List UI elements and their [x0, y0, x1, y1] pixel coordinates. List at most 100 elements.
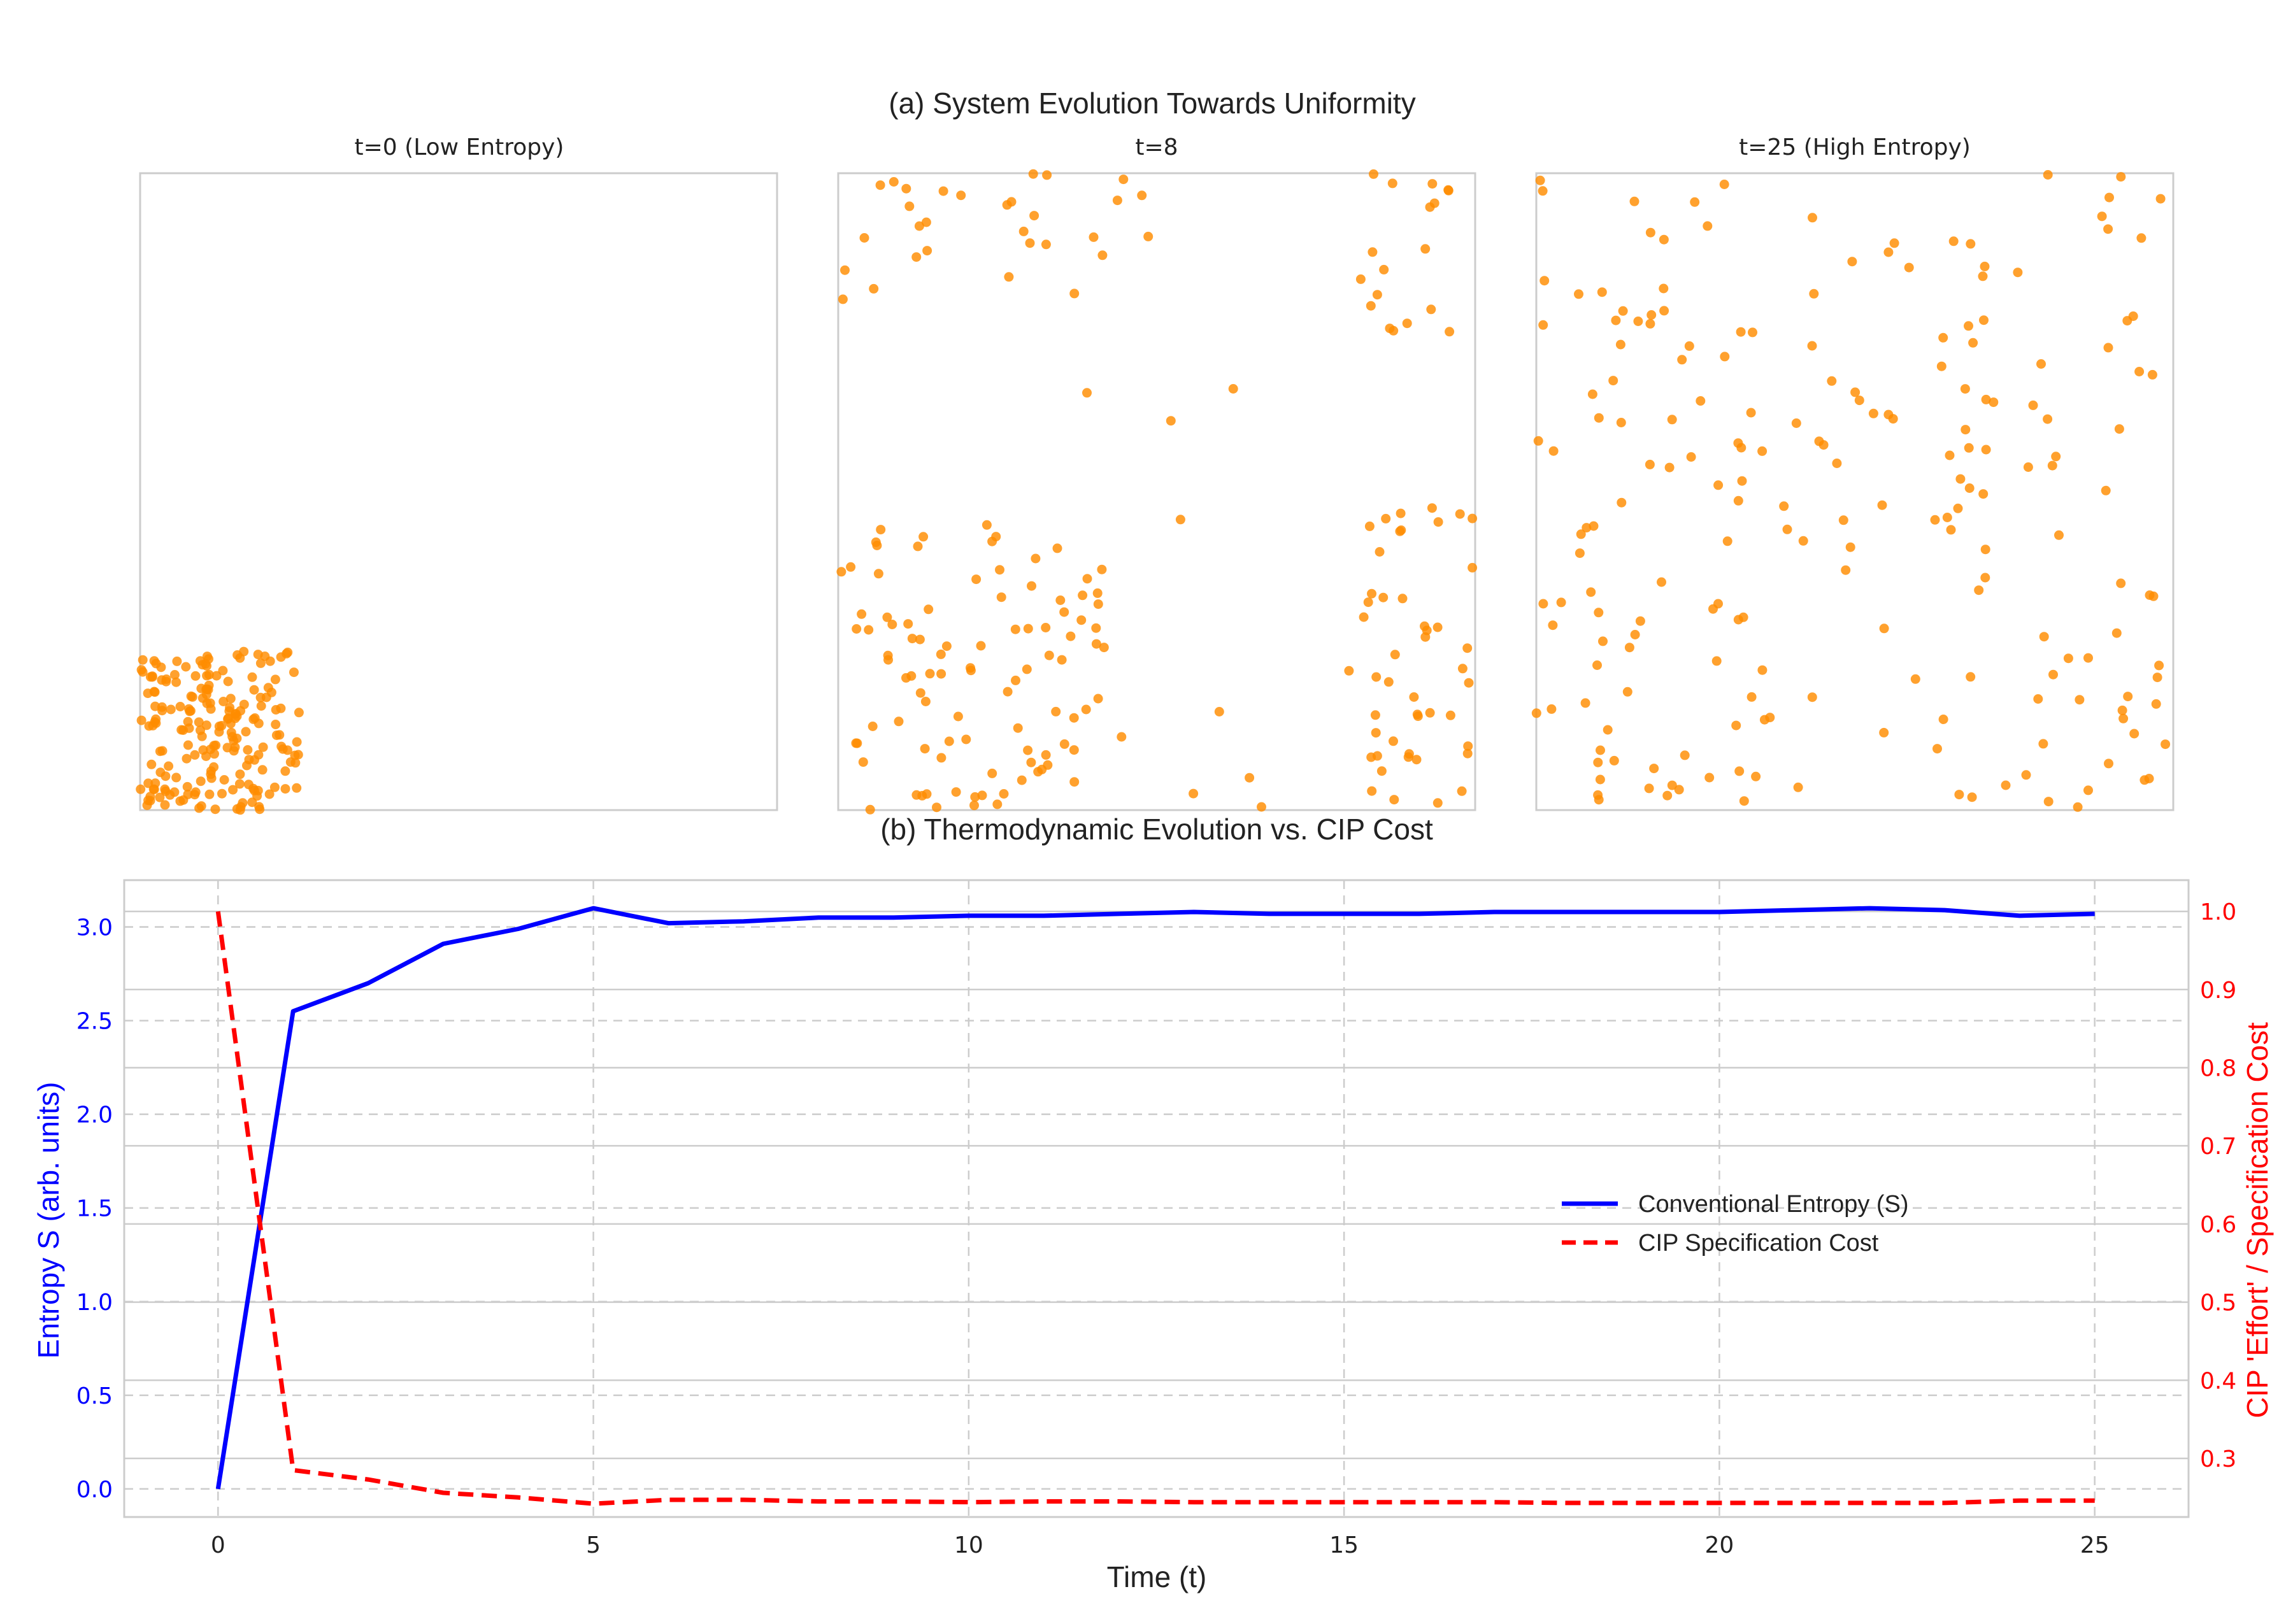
particle-point [254, 802, 264, 812]
particle-point [1586, 587, 1596, 597]
particle-point [1696, 396, 1706, 406]
particle-point [846, 562, 856, 572]
particle-point [868, 722, 878, 731]
particle-point [1609, 755, 1619, 766]
particle-point [1069, 745, 1079, 755]
particle-point [1366, 301, 1376, 311]
particle-point [1608, 376, 1618, 386]
particle-point [911, 252, 922, 262]
particle-point [1403, 752, 1413, 762]
particle-point [1978, 489, 1989, 499]
particle-point [1455, 509, 1465, 519]
particle-point [1214, 707, 1224, 716]
particle-point [857, 609, 867, 619]
particle-point [276, 703, 286, 713]
particle-point [1989, 397, 1999, 408]
x-tick-label: 0 [211, 1532, 225, 1558]
particle-point [1953, 503, 1963, 513]
particle-point [276, 741, 287, 751]
particle-point [977, 790, 987, 801]
particle-point [2097, 211, 2107, 222]
particle-point [176, 725, 187, 735]
particle-point [1662, 790, 1673, 801]
particle-point [2147, 369, 2157, 380]
particle-point [1093, 599, 1103, 609]
particle-point [235, 769, 245, 780]
plot-frame [123, 879, 2190, 1518]
particle-point [160, 784, 170, 794]
particle-point [241, 727, 251, 737]
particle-point [1402, 318, 1412, 329]
particle-point [2123, 692, 2133, 702]
particle-point [1538, 599, 1548, 609]
particle-point [214, 727, 224, 737]
particle-point [1719, 180, 1729, 189]
particle-point [1420, 621, 1429, 631]
particle-point [1409, 692, 1419, 702]
particle-point [1420, 632, 1431, 642]
particle-point [1966, 239, 1976, 249]
particle-point [915, 688, 925, 698]
particle-point [1457, 786, 1467, 796]
particle-point [1389, 736, 1398, 746]
particle-point [1737, 476, 1747, 486]
particle-point [1850, 387, 1861, 397]
particle-point [1827, 376, 1837, 386]
particle-point [2129, 729, 2139, 739]
particle-point [293, 750, 303, 760]
particle-point [907, 634, 917, 644]
particle-point [1097, 564, 1107, 574]
particle-point [1097, 250, 1108, 260]
particle-point [903, 619, 913, 629]
particle-point [1633, 317, 1643, 326]
particle-point [172, 656, 182, 666]
particle-point [2152, 673, 2162, 683]
particle-point [1793, 782, 1803, 792]
particle-point [1576, 529, 1586, 539]
particle-point [1747, 692, 1757, 702]
particle-point [196, 725, 205, 736]
particle-point [1574, 289, 1583, 299]
particle-point [1594, 795, 1604, 805]
particle-point [206, 773, 217, 783]
particle-point [1733, 438, 1743, 448]
particle-point [1059, 607, 1069, 617]
particle-point [1052, 543, 1062, 553]
particle-point [1069, 777, 1080, 787]
particle-point [1464, 678, 1474, 688]
x-tick-label: 25 [2080, 1532, 2110, 1558]
particle-point [1594, 608, 1604, 618]
particle-point [190, 750, 200, 760]
particle-point [292, 783, 302, 793]
y-left-tick-label: 2.5 [76, 1009, 113, 1035]
particle-point [160, 800, 170, 810]
particle-point [1468, 562, 1478, 573]
particle-point [1166, 416, 1176, 426]
legend: Conventional Entropy (S) CIP Specificati… [1562, 1191, 1909, 1257]
particle-point [1228, 384, 1238, 394]
particle-point [1367, 786, 1377, 796]
particle-point [1960, 384, 1970, 394]
particle-point [2038, 739, 2048, 749]
particle-point [271, 720, 281, 729]
y-right-tick-label: 0.4 [2200, 1368, 2236, 1394]
particle-point [1371, 672, 1382, 682]
snapshot-frame [1535, 172, 2175, 811]
particle-point [145, 672, 155, 682]
particle-point [1189, 788, 1199, 799]
panel-a-title: (a) System Evolution Towards Uniformity [889, 87, 1415, 120]
particle-point [1027, 581, 1036, 591]
particle-point [1117, 732, 1127, 742]
particle-point [2073, 802, 2083, 812]
particle-point [1547, 704, 1557, 714]
particle-point [157, 746, 168, 756]
particle-point [225, 718, 236, 729]
particle-point [182, 753, 192, 764]
particle-point [1445, 327, 1455, 337]
particle-point [1383, 677, 1394, 687]
particle-point [922, 789, 932, 799]
particle-point [920, 744, 930, 754]
particle-point [1904, 262, 1914, 273]
particle-point [1004, 272, 1014, 282]
